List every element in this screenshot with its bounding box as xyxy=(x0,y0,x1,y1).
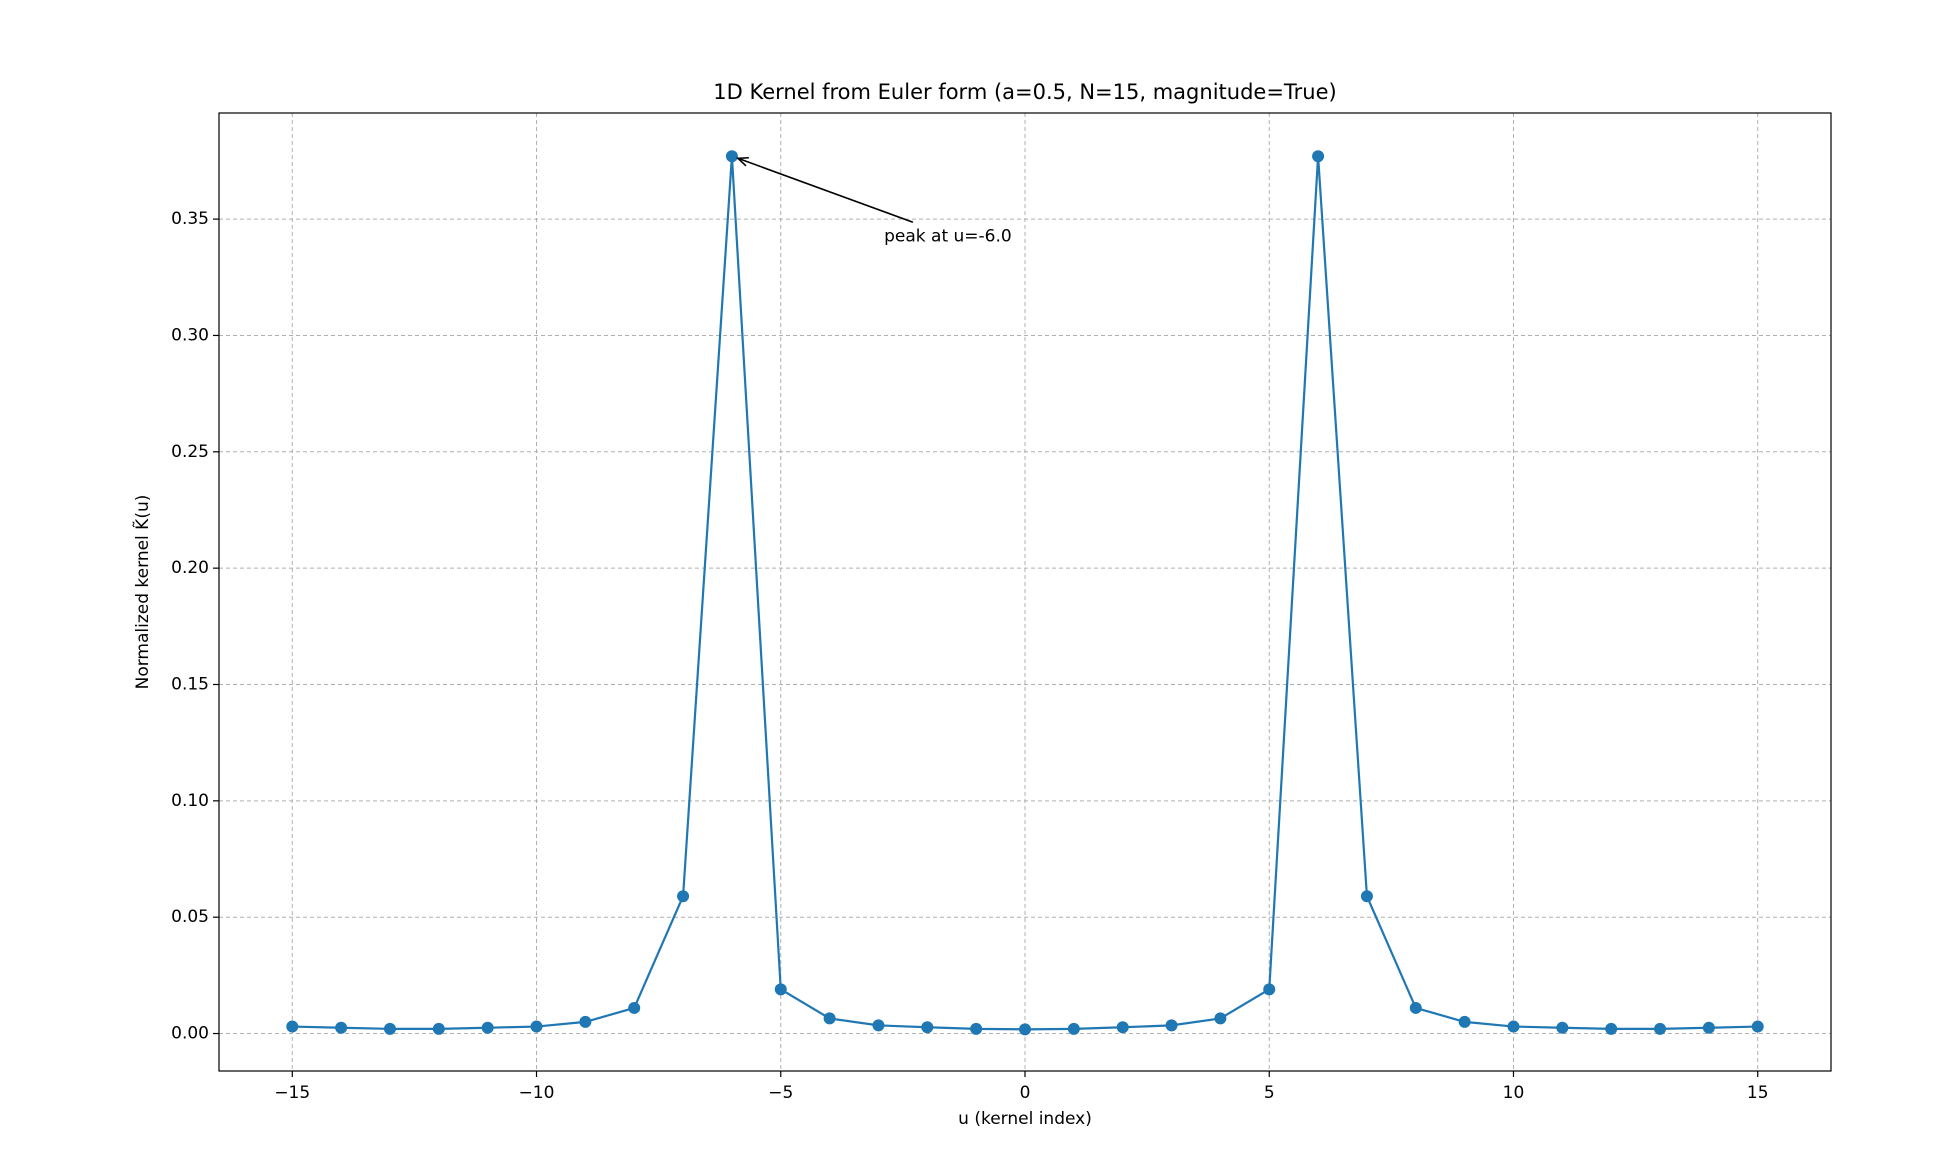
data-point xyxy=(970,1022,983,1035)
data-point xyxy=(286,1020,299,1033)
data-point xyxy=(1556,1021,1569,1034)
y-tick-label: 0.10 xyxy=(171,791,209,811)
data-point xyxy=(1360,890,1373,903)
data-point xyxy=(481,1021,494,1034)
x-tick-label: −15 xyxy=(274,1083,310,1103)
x-tick-label: 0 xyxy=(1020,1083,1031,1103)
data-point xyxy=(432,1022,445,1035)
plot-frame xyxy=(218,112,1832,1072)
data-point xyxy=(1067,1022,1080,1035)
data-point xyxy=(1214,1012,1227,1025)
data-point xyxy=(1654,1022,1667,1035)
data-point xyxy=(1312,150,1325,163)
data-point xyxy=(1019,1023,1031,1036)
data-point xyxy=(1263,983,1276,996)
data-point xyxy=(1458,1015,1471,1028)
y-axis-label: Normalized kernel K̃(u) xyxy=(132,495,153,690)
data-point xyxy=(1409,1001,1422,1014)
x-tick-label: −10 xyxy=(519,1083,555,1103)
y-tick-label: 0.15 xyxy=(171,674,209,694)
x-axis-label: u (kernel index) xyxy=(958,1109,1092,1129)
data-point xyxy=(725,150,738,163)
data-point xyxy=(1116,1021,1129,1034)
x-tick-label: 5 xyxy=(1264,1083,1275,1103)
y-tick-label: 0.20 xyxy=(171,558,209,578)
y-tick-label: 0.00 xyxy=(171,1024,209,1044)
data-point xyxy=(1165,1019,1178,1032)
data-point xyxy=(823,1012,836,1025)
x-tick-label: 15 xyxy=(1747,1083,1769,1103)
data-point xyxy=(335,1021,348,1034)
data-point xyxy=(1751,1020,1764,1033)
data-point xyxy=(921,1021,934,1034)
y-tick-label: 0.35 xyxy=(171,209,209,229)
data-point xyxy=(872,1019,885,1032)
data-point xyxy=(1702,1021,1715,1034)
x-tick-label: 10 xyxy=(1503,1083,1525,1103)
annotation-arrowhead xyxy=(735,156,749,167)
y-tick-label: 0.25 xyxy=(171,442,209,462)
data-point xyxy=(1605,1022,1618,1035)
data-point xyxy=(677,890,690,903)
data-point xyxy=(774,983,787,996)
data-point xyxy=(530,1020,543,1033)
y-tick-label: 0.05 xyxy=(171,907,209,927)
annotation-arrow xyxy=(737,157,914,224)
y-tick-label: 0.30 xyxy=(171,325,209,345)
annotation-text: peak at u=-6.0 xyxy=(884,226,1012,246)
x-tick-label: −5 xyxy=(768,1083,793,1103)
chart-title: 1D Kernel from Euler form (a=0.5, N=15, … xyxy=(713,80,1336,104)
data-point xyxy=(383,1022,396,1035)
data-point xyxy=(628,1001,641,1014)
data-point xyxy=(579,1015,592,1028)
data-point xyxy=(1507,1020,1520,1033)
